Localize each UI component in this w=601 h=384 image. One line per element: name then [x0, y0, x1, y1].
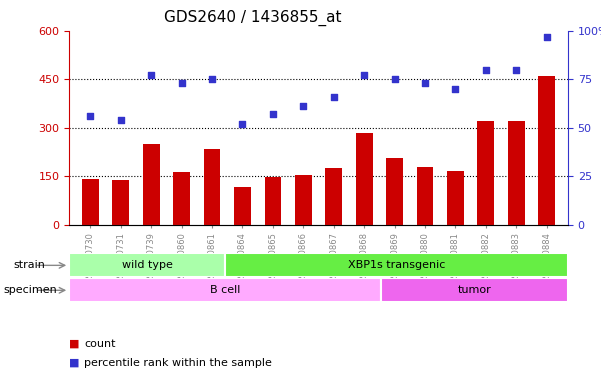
Bar — [225, 253, 568, 277]
Point — [85, 113, 95, 119]
Text: specimen: specimen — [3, 285, 56, 295]
Point — [542, 33, 552, 40]
Bar — [204, 149, 221, 225]
Point — [147, 72, 156, 78]
Bar — [82, 179, 99, 225]
Bar — [538, 76, 555, 225]
Point — [451, 86, 460, 92]
Point — [237, 121, 247, 127]
Point — [359, 72, 369, 78]
Text: tumor: tumor — [457, 285, 491, 295]
Text: XBP1s transgenic: XBP1s transgenic — [348, 260, 445, 270]
Text: count: count — [84, 339, 115, 349]
Point — [207, 76, 217, 82]
Text: ■: ■ — [69, 358, 79, 368]
Point — [299, 103, 308, 109]
Bar — [295, 175, 312, 225]
Bar — [508, 121, 525, 225]
Text: percentile rank within the sample: percentile rank within the sample — [84, 358, 272, 368]
Bar — [234, 187, 251, 225]
Text: wild type: wild type — [121, 260, 172, 270]
Bar — [447, 171, 464, 225]
Point — [116, 117, 126, 123]
Point — [390, 76, 400, 82]
Bar — [173, 172, 190, 225]
Point — [329, 94, 338, 100]
Bar — [477, 121, 494, 225]
Bar — [69, 278, 381, 302]
Bar — [356, 132, 373, 225]
Point — [481, 66, 490, 73]
Text: strain: strain — [13, 260, 45, 270]
Text: ■: ■ — [69, 339, 79, 349]
Bar — [386, 158, 403, 225]
Point — [268, 111, 278, 117]
Bar — [112, 180, 129, 225]
Text: B cell: B cell — [210, 285, 240, 295]
Bar — [325, 168, 342, 225]
Bar — [69, 253, 225, 277]
Point — [420, 80, 430, 86]
Bar — [381, 278, 568, 302]
Text: GDS2640 / 1436855_at: GDS2640 / 1436855_at — [163, 10, 341, 26]
Point — [177, 80, 186, 86]
Bar — [416, 167, 433, 225]
Bar — [264, 177, 281, 225]
Point — [511, 66, 521, 73]
Bar — [143, 144, 160, 225]
